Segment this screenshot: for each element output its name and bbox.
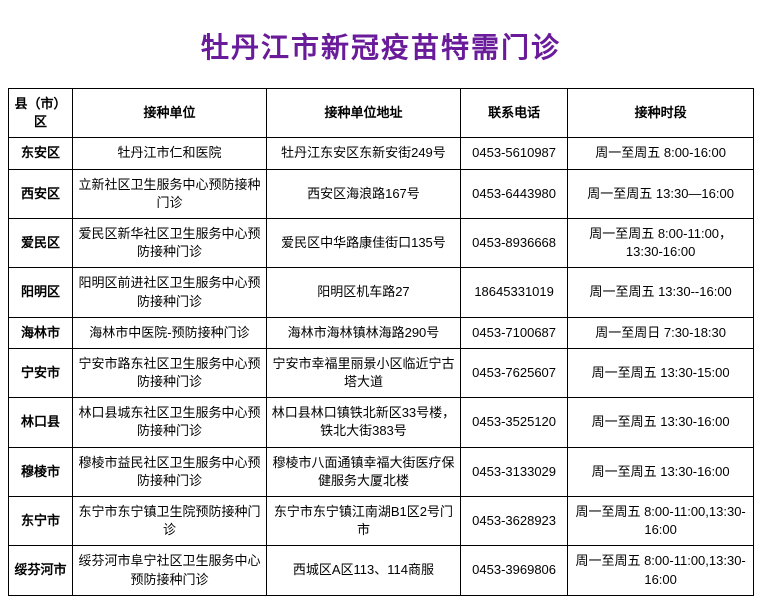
cell-district: 西安区 [9, 169, 73, 218]
page-title: 牡丹江市新冠疫苗特需门诊 [8, 8, 754, 88]
cell-address: 东宁市东宁镇江南湖B1区2号门市 [266, 497, 460, 546]
cell-unit: 立新社区卫生服务中心预防接种门诊 [72, 169, 266, 218]
cell-unit: 绥芬河市阜宁社区卫生服务中心预防接种门诊 [72, 546, 266, 595]
cell-address: 阳明区机车路27 [266, 268, 460, 317]
cell-address: 林口县林口镇铁北新区33号楼，铁北大街383号 [266, 398, 460, 447]
cell-phone: 0453-5610987 [460, 138, 567, 169]
cell-unit: 海林市中医院-预防接种门诊 [72, 317, 266, 348]
cell-time: 周一至周五 8:00-16:00 [568, 138, 754, 169]
cell-district: 东宁市 [9, 497, 73, 546]
cell-phone: 0453-3525120 [460, 398, 567, 447]
cell-phone: 0453-7100687 [460, 317, 567, 348]
cell-time: 周一至周五 13:30-16:00 [568, 398, 754, 447]
table-row: 穆棱市穆棱市益民社区卫生服务中心预防接种门诊穆棱市八面通镇幸福大街医疗保健服务大… [9, 447, 754, 496]
cell-unit: 爱民区新华社区卫生服务中心预防接种门诊 [72, 218, 266, 267]
cell-time: 周一至周五 13:30-15:00 [568, 348, 754, 397]
cell-time: 周一至周五 8:00-11:00,13:30-16:00 [568, 497, 754, 546]
cell-district: 海林市 [9, 317, 73, 348]
cell-unit: 穆棱市益民社区卫生服务中心预防接种门诊 [72, 447, 266, 496]
cell-time: 周一至周五 13:30--16:00 [568, 268, 754, 317]
cell-unit: 东宁市东宁镇卫生院预防接种门诊 [72, 497, 266, 546]
cell-address: 宁安市幸福里丽景小区临近宁古塔大道 [266, 348, 460, 397]
cell-district: 林口县 [9, 398, 73, 447]
col-header-address: 接种单位地址 [266, 89, 460, 138]
cell-phone: 0453-3969806 [460, 546, 567, 595]
table-header-row: 县（市）区 接种单位 接种单位地址 联系电话 接种时段 [9, 89, 754, 138]
table-body: 东安区牡丹江市仁和医院牡丹江东安区东新安街249号0453-5610987周一至… [9, 138, 754, 595]
col-header-unit: 接种单位 [72, 89, 266, 138]
cell-unit: 牡丹江市仁和医院 [72, 138, 266, 169]
cell-phone: 0453-3133029 [460, 447, 567, 496]
table-row: 阳明区阳明区前进社区卫生服务中心预防接种门诊阳明区机车路271864533101… [9, 268, 754, 317]
cell-time: 周一至周五 13:30—16:00 [568, 169, 754, 218]
cell-phone: 0453-7625607 [460, 348, 567, 397]
cell-unit: 宁安市路东社区卫生服务中心预防接种门诊 [72, 348, 266, 397]
cell-address: 海林市海林镇林海路290号 [266, 317, 460, 348]
cell-district: 绥芬河市 [9, 546, 73, 595]
clinic-table: 县（市）区 接种单位 接种单位地址 联系电话 接种时段 东安区牡丹江市仁和医院牡… [8, 88, 754, 596]
cell-time: 周一至周五 8:00-11:00，13:30-16:00 [568, 218, 754, 267]
cell-time: 周一至周五 8:00-11:00,13:30-16:00 [568, 546, 754, 595]
cell-district: 爱民区 [9, 218, 73, 267]
cell-district: 宁安市 [9, 348, 73, 397]
table-row: 海林市海林市中医院-预防接种门诊海林市海林镇林海路290号0453-710068… [9, 317, 754, 348]
cell-address: 西城区A区113、114商服 [266, 546, 460, 595]
col-header-phone: 联系电话 [460, 89, 567, 138]
col-header-district: 县（市）区 [9, 89, 73, 138]
cell-address: 穆棱市八面通镇幸福大街医疗保健服务大厦北楼 [266, 447, 460, 496]
cell-unit: 林口县城东社区卫生服务中心预防接种门诊 [72, 398, 266, 447]
table-row: 绥芬河市绥芬河市阜宁社区卫生服务中心预防接种门诊西城区A区113、114商服04… [9, 546, 754, 595]
cell-phone: 0453-6443980 [460, 169, 567, 218]
cell-phone: 0453-8936668 [460, 218, 567, 267]
cell-district: 阳明区 [9, 268, 73, 317]
cell-time: 周一至周日 7:30-18:30 [568, 317, 754, 348]
col-header-time: 接种时段 [568, 89, 754, 138]
table-row: 宁安市宁安市路东社区卫生服务中心预防接种门诊宁安市幸福里丽景小区临近宁古塔大道0… [9, 348, 754, 397]
cell-phone: 0453-3628923 [460, 497, 567, 546]
cell-unit: 阳明区前进社区卫生服务中心预防接种门诊 [72, 268, 266, 317]
cell-district: 东安区 [9, 138, 73, 169]
table-row: 爱民区爱民区新华社区卫生服务中心预防接种门诊爱民区中华路康佳街口135号0453… [9, 218, 754, 267]
cell-phone: 18645331019 [460, 268, 567, 317]
table-row: 东安区牡丹江市仁和医院牡丹江东安区东新安街249号0453-5610987周一至… [9, 138, 754, 169]
cell-district: 穆棱市 [9, 447, 73, 496]
cell-address: 爱民区中华路康佳街口135号 [266, 218, 460, 267]
table-row: 林口县林口县城东社区卫生服务中心预防接种门诊林口县林口镇铁北新区33号楼，铁北大… [9, 398, 754, 447]
cell-time: 周一至周五 13:30-16:00 [568, 447, 754, 496]
table-row: 东宁市东宁市东宁镇卫生院预防接种门诊东宁市东宁镇江南湖B1区2号门市0453-3… [9, 497, 754, 546]
cell-address: 西安区海浪路167号 [266, 169, 460, 218]
table-row: 西安区立新社区卫生服务中心预防接种门诊西安区海浪路167号0453-644398… [9, 169, 754, 218]
cell-address: 牡丹江东安区东新安街249号 [266, 138, 460, 169]
